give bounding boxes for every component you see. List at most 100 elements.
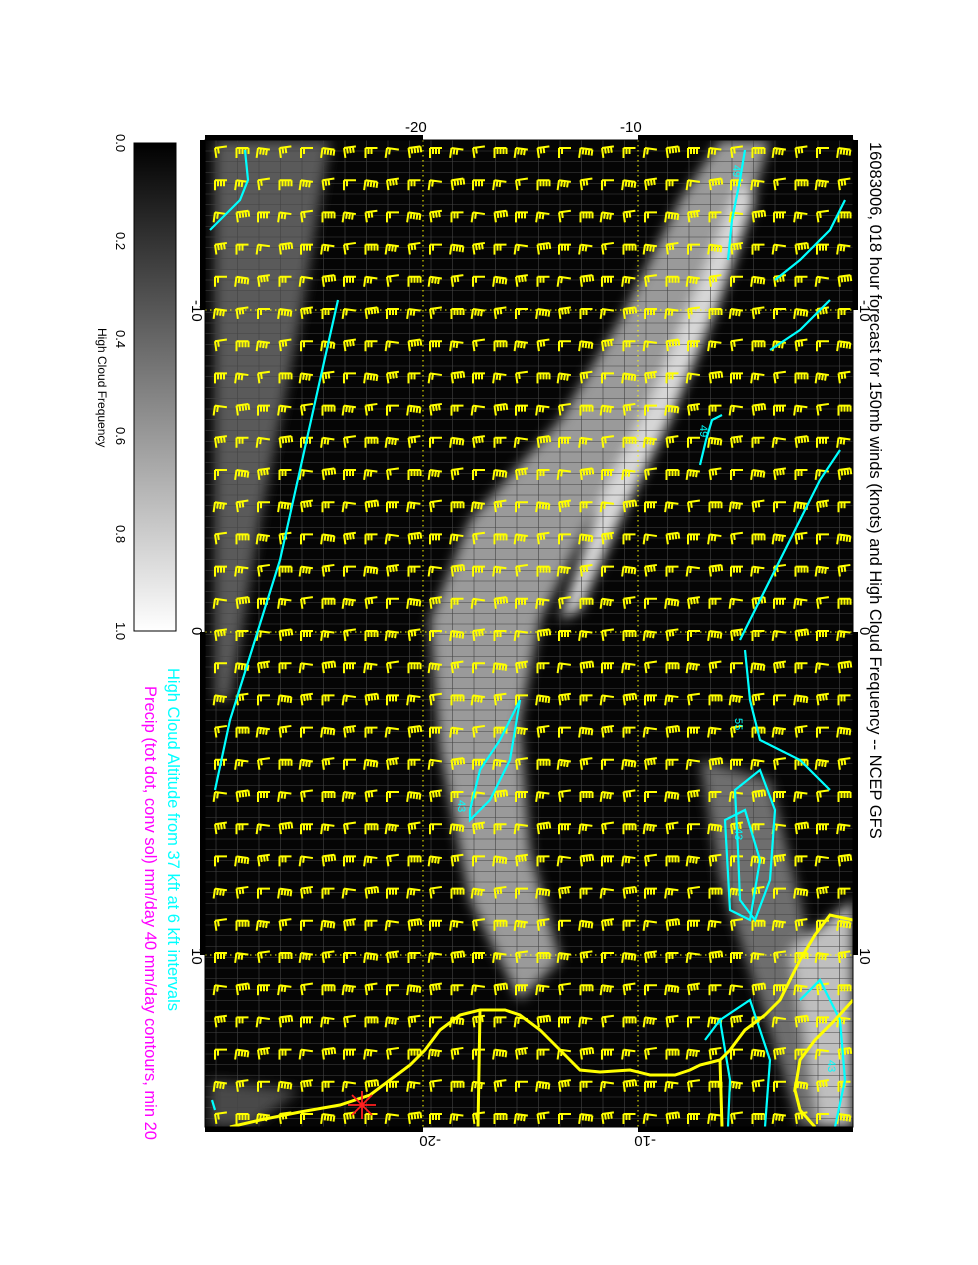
wind-barb — [558, 147, 571, 158]
wind-barb — [255, 340, 271, 352]
wind-barb — [665, 469, 680, 480]
wind-barb — [384, 1113, 400, 1125]
wind-barb — [536, 918, 550, 931]
wind-barb — [687, 823, 700, 835]
wind-barb — [321, 694, 335, 706]
wind-barb — [407, 372, 421, 384]
wind-barb — [816, 919, 829, 931]
wind-barb — [622, 823, 637, 835]
wind-barb — [212, 887, 228, 899]
wind-barb — [300, 789, 314, 803]
wind-barb — [642, 243, 658, 255]
wind-barb — [621, 275, 636, 287]
wind-barb — [837, 660, 853, 674]
wind-barb — [816, 630, 829, 641]
wind-barb — [214, 662, 227, 674]
wind-barb — [300, 402, 314, 416]
wind-barb — [708, 757, 724, 770]
wind-barb — [278, 241, 294, 255]
wind-barb — [578, 533, 594, 545]
wind-barb — [665, 1048, 680, 1060]
wind-barb — [773, 177, 787, 191]
wind-barb — [750, 758, 765, 770]
wind-barb — [816, 436, 829, 448]
wind-barb — [407, 338, 423, 352]
wind-barb — [278, 1111, 292, 1125]
colorbar-tick: 0.4 — [113, 330, 128, 348]
wind-barb — [257, 370, 271, 384]
wind-barb — [708, 694, 723, 706]
lon-tick-center: 0 — [188, 627, 205, 635]
wind-barb — [837, 211, 852, 223]
wind-barb — [450, 597, 464, 609]
wind-barb — [751, 1113, 766, 1124]
wind-barb — [708, 984, 722, 996]
wind-barb — [622, 306, 638, 320]
wind-barb — [535, 984, 550, 996]
wind-barb — [492, 469, 508, 481]
wind-barb — [730, 179, 743, 191]
wind-barb — [515, 563, 529, 577]
wind-barb — [321, 274, 337, 287]
wind-barb — [836, 726, 852, 738]
wind-barb — [816, 1113, 829, 1124]
wind-barb — [685, 1048, 701, 1060]
wind-barb — [794, 628, 810, 642]
wind-barb — [300, 1079, 314, 1092]
wind-barb — [599, 211, 615, 223]
wind-barb — [470, 308, 486, 320]
wind-barb — [429, 919, 442, 931]
wind-barb — [664, 501, 679, 513]
wind-barb — [386, 984, 399, 996]
wind-barb — [622, 340, 636, 352]
wind-barb — [493, 1079, 507, 1092]
wind-barb — [343, 338, 357, 352]
wind-barb — [751, 209, 767, 223]
wind-barb — [579, 950, 593, 964]
wind-barb — [386, 563, 400, 577]
wind-barb — [751, 982, 767, 996]
wind-barb — [814, 1048, 830, 1060]
wind-barb — [730, 372, 743, 384]
wind-barb — [601, 531, 615, 545]
wind-barb — [751, 630, 765, 641]
wind-barb — [364, 499, 380, 513]
wind-barb — [406, 694, 421, 706]
wind-barb — [214, 565, 227, 577]
wind-barb — [515, 757, 529, 770]
wind-barb — [321, 404, 336, 416]
wind-barb — [214, 275, 227, 287]
wind-barb — [298, 372, 314, 384]
wind-barb — [321, 211, 336, 223]
wind-barb — [771, 1113, 787, 1125]
wind-barb — [536, 724, 550, 738]
wind-barb — [771, 436, 787, 448]
wind-barb — [685, 275, 701, 287]
wind-barb — [363, 662, 378, 674]
wind-barb — [536, 179, 551, 191]
wind-barb — [773, 370, 787, 384]
wind-barb — [212, 984, 228, 996]
wind-barb — [687, 692, 701, 706]
wind-barb — [621, 565, 637, 577]
wind-barb — [386, 467, 400, 481]
wind-barb — [212, 694, 228, 706]
wind-barb — [579, 1046, 595, 1060]
wind-barb — [429, 1079, 443, 1092]
wind-barb — [277, 211, 292, 223]
wind-barb — [341, 791, 357, 803]
wind-barb — [773, 984, 786, 996]
wind-barb — [558, 436, 571, 448]
wind-barb — [601, 338, 615, 352]
wind-barb — [556, 469, 572, 481]
wind-barb — [255, 726, 271, 738]
wind-barb — [363, 855, 378, 867]
wind-barb — [750, 565, 765, 577]
wind-barb — [773, 501, 786, 513]
wind-barb — [837, 370, 851, 384]
lat-tick-bottom-1: -20 — [419, 1132, 441, 1149]
wind-barb — [470, 887, 486, 899]
wind-barb — [664, 404, 680, 416]
wind-barb — [235, 402, 251, 416]
lat-tick-top-2: -10 — [620, 119, 642, 136]
